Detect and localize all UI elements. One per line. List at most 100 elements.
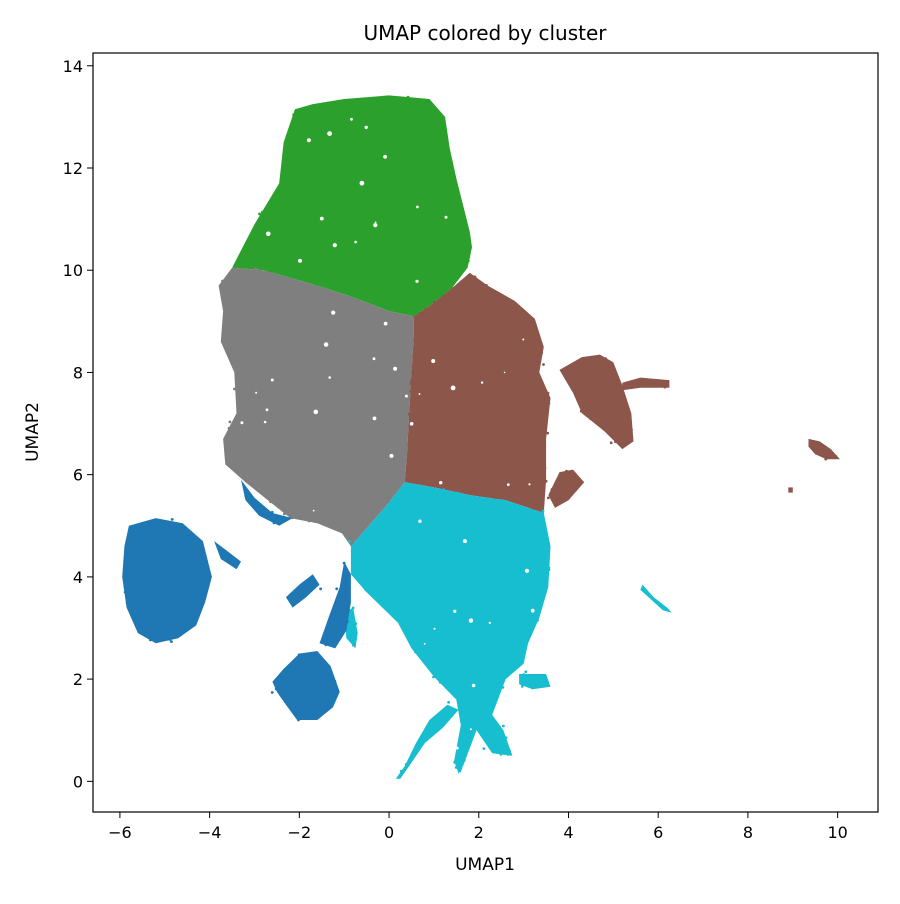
data-point <box>494 357 497 361</box>
data-point <box>322 393 325 397</box>
data-point <box>293 311 297 315</box>
data-point <box>461 435 464 439</box>
data-point <box>326 238 329 242</box>
data-point <box>306 417 310 421</box>
data-point <box>300 504 303 507</box>
data-point <box>445 181 448 184</box>
data-point <box>435 274 438 278</box>
data-point <box>170 600 174 604</box>
data-point <box>331 193 335 196</box>
data-point <box>505 414 509 417</box>
data-point <box>585 390 589 394</box>
data-point <box>435 403 438 407</box>
data-point <box>278 349 282 353</box>
data-point <box>278 463 282 466</box>
data-point <box>359 165 363 169</box>
data-point <box>325 348 328 352</box>
data-point <box>481 416 485 420</box>
data-point <box>360 113 364 117</box>
data-point <box>228 431 232 434</box>
data-point <box>415 431 418 435</box>
data-point <box>356 446 360 449</box>
data-point <box>546 549 550 553</box>
data-point <box>297 493 300 497</box>
data-point <box>497 575 501 579</box>
data-point <box>460 334 464 338</box>
data-point <box>465 498 468 501</box>
data-point <box>373 157 377 161</box>
data-point <box>441 179 445 182</box>
data-point <box>349 625 352 629</box>
data-point <box>275 326 278 330</box>
data-point <box>406 295 409 299</box>
data-point <box>390 137 394 141</box>
sparse-gap <box>240 421 244 425</box>
data-point <box>392 132 395 136</box>
data-point <box>289 472 293 475</box>
data-point <box>349 495 352 499</box>
data-point <box>242 363 245 367</box>
data-point <box>644 378 648 381</box>
data-point <box>299 113 303 117</box>
data-point <box>352 505 356 509</box>
data-point <box>426 158 429 162</box>
sparse-gap <box>416 205 419 209</box>
x-tick-label: −2 <box>288 823 312 842</box>
data-point <box>525 326 529 329</box>
data-point <box>535 551 538 555</box>
data-point <box>406 610 409 614</box>
data-point <box>457 453 461 457</box>
data-point <box>408 480 412 483</box>
data-point <box>250 385 253 389</box>
data-point <box>437 665 440 669</box>
data-point <box>526 591 530 594</box>
data-point <box>282 250 286 254</box>
data-point <box>153 584 157 588</box>
data-point <box>520 685 524 688</box>
data-point <box>476 489 480 493</box>
data-point <box>279 235 283 239</box>
data-point <box>345 455 349 458</box>
data-point <box>427 725 430 729</box>
data-point <box>323 427 327 431</box>
data-point <box>263 491 267 495</box>
data-point <box>356 112 360 116</box>
data-point <box>373 151 377 155</box>
data-point <box>289 267 293 271</box>
data-point <box>312 662 315 666</box>
data-point <box>275 202 279 206</box>
data-point <box>453 258 456 262</box>
data-point <box>292 204 296 208</box>
data-point <box>480 438 483 442</box>
data-point <box>507 627 511 631</box>
data-point <box>378 189 381 193</box>
data-point <box>315 653 319 656</box>
data-point <box>277 689 280 692</box>
data-point <box>322 287 326 290</box>
data-point <box>306 274 310 278</box>
data-point <box>473 275 477 279</box>
data-point <box>425 169 429 172</box>
data-point <box>330 494 333 498</box>
data-point <box>254 267 257 270</box>
data-point <box>463 420 467 423</box>
data-point <box>236 372 240 375</box>
data-point <box>429 613 432 617</box>
data-point <box>259 369 262 372</box>
data-point <box>413 642 417 646</box>
data-point <box>530 686 534 690</box>
data-point <box>417 534 420 537</box>
data-point <box>399 769 403 773</box>
data-point <box>554 492 558 496</box>
data-point <box>527 527 531 531</box>
data-point <box>453 198 456 202</box>
data-point <box>353 275 356 278</box>
data-point <box>316 324 320 328</box>
data-point <box>509 635 512 639</box>
data-point <box>343 325 347 329</box>
data-point <box>376 352 380 355</box>
data-point <box>436 211 440 215</box>
data-point <box>270 510 274 514</box>
data-point <box>479 487 483 491</box>
